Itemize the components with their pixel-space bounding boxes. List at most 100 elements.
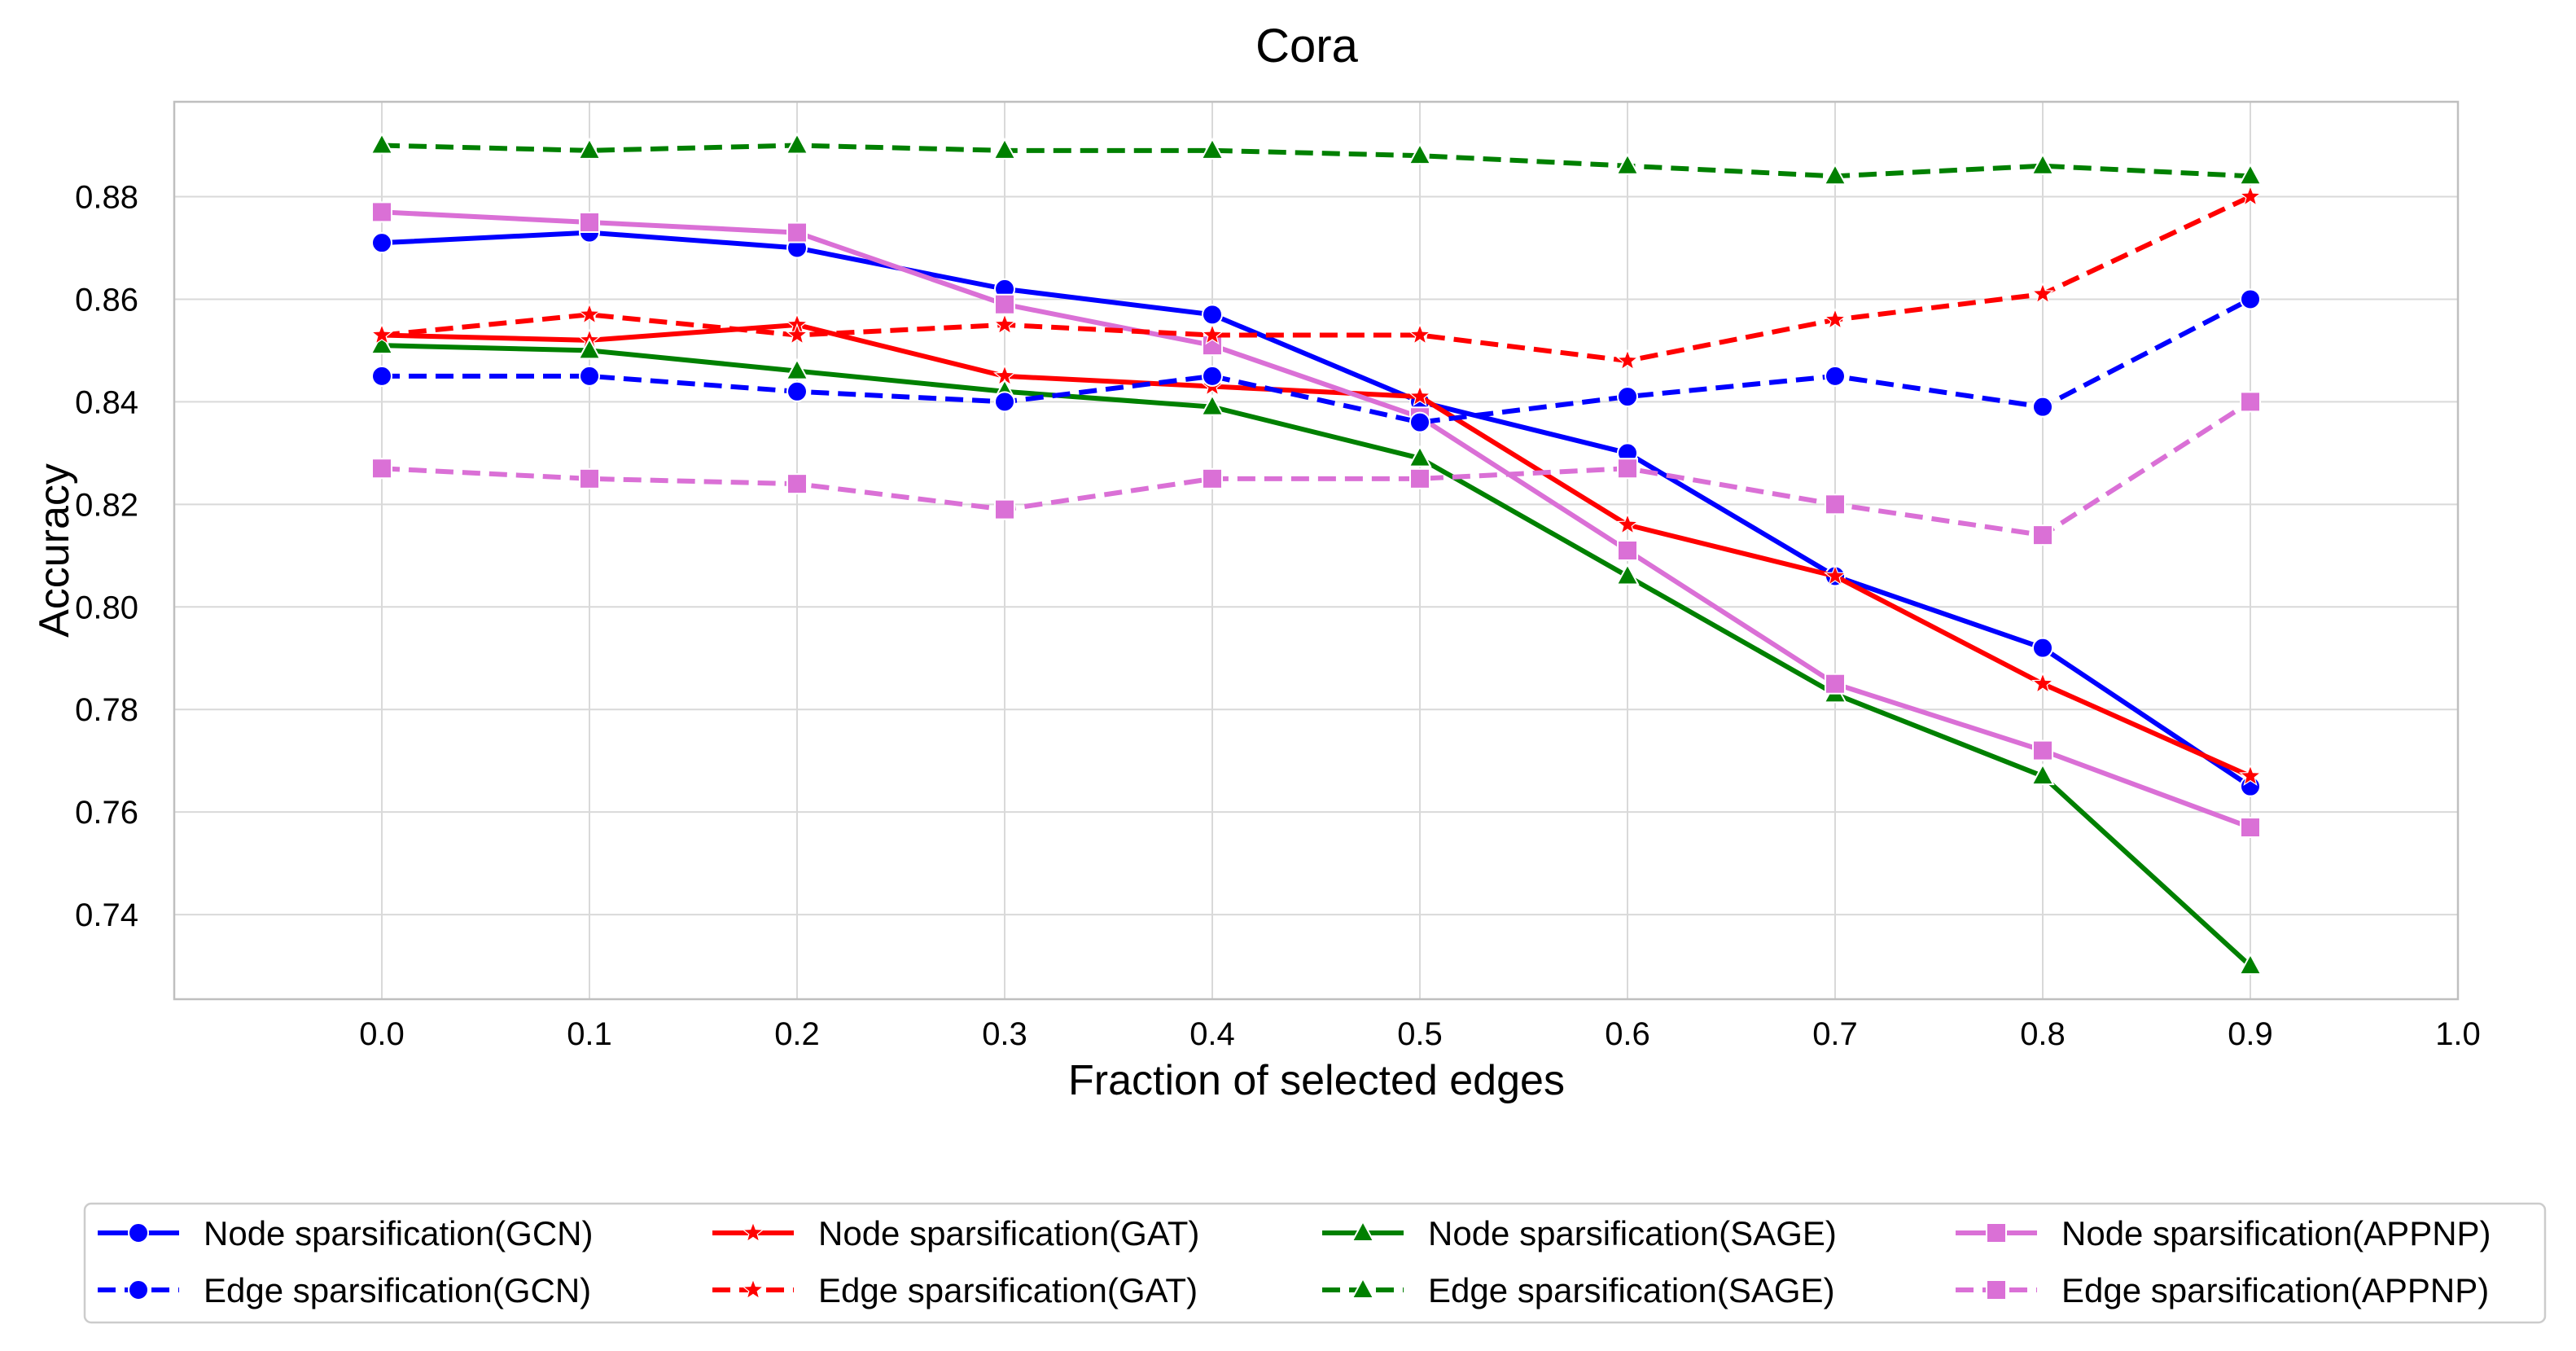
- data-point-edge-sparsification-gat: [1616, 349, 1639, 371]
- y-tick-label: 0.74: [75, 897, 138, 933]
- series-line-node-sparsification-sage: [381, 343, 2253, 968]
- data-point-edge-sparsification-gcn: [786, 380, 808, 402]
- data-point-node-sparsification-appnp: [2032, 739, 2053, 761]
- x-tick-label: 0.6: [1605, 1016, 1650, 1052]
- x-tick-label: 0.8: [2020, 1016, 2066, 1052]
- tick-labels: 0.0 0.1 0.2 0.3 0.4 0.5 0.6 0.7 0.8 0.9 1.0 0.74 0.7…: [75, 179, 2481, 1052]
- x-tick-label: 0.7: [1812, 1016, 1858, 1052]
- series-line-edge-sparsification-gat: [381, 194, 2252, 364]
- data-point-edge-sparsification-appnp: [1825, 493, 1846, 515]
- data-point-edge-sparsification-gcn: [1409, 411, 1430, 433]
- data-point-edge-sparsification-sage: [370, 132, 394, 155]
- data-point-edge-sparsification-sage: [1823, 163, 1847, 186]
- legend-item-node-sparsification-gcn: Node sparsification(GCN): [98, 1214, 594, 1252]
- legend-frame: [83, 1202, 2547, 1324]
- legend-item-node-sparsification-sage: Node sparsification(SAGE): [1322, 1214, 1837, 1252]
- x-axis-label: Fraction of selected edges: [1068, 1057, 1565, 1104]
- data-point-edge-sparsification-gcn: [994, 391, 1015, 413]
- legend-marker: [742, 1221, 764, 1243]
- x-tick-label: 0.0: [359, 1016, 405, 1052]
- data-point-node-sparsification-gat: [2239, 764, 2262, 786]
- data-point-node-sparsification-sage: [785, 357, 809, 380]
- data-point-node-sparsification-appnp: [371, 201, 392, 223]
- data-point-node-sparsification-gcn: [371, 232, 392, 254]
- data-point-node-sparsification-gcn: [2032, 637, 2053, 659]
- data-point-edge-sparsification-appnp: [579, 467, 600, 489]
- data-point-edge-sparsification-gat: [1824, 307, 1847, 330]
- data-point-edge-sparsification-sage: [1615, 152, 1640, 175]
- series-line-node-sparsification-appnp: [381, 209, 2252, 830]
- y-axis-label: Accuracy: [31, 463, 78, 638]
- legend-label: Node sparsification(GCN): [204, 1214, 594, 1252]
- plot-frame: [173, 100, 2460, 1001]
- legend-item-edge-sparsification-appnp: Edge sparsification(APPNP): [1956, 1271, 2489, 1309]
- legend-marker: [1986, 1222, 2007, 1244]
- data-point-node-sparsification-appnp: [786, 222, 808, 243]
- data-point-edge-sparsification-gcn: [2240, 288, 2261, 310]
- chart-title: Cora: [1255, 20, 1358, 72]
- data-point-edge-sparsification-appnp: [371, 458, 392, 480]
- data-point-edge-sparsification-sage: [577, 137, 602, 160]
- data-point-edge-sparsification-gat: [578, 302, 601, 325]
- data-point-node-sparsification-appnp: [2240, 817, 2261, 839]
- data-point-edge-sparsification-gcn: [371, 365, 392, 387]
- legend-item-edge-sparsification-gat: Edge sparsification(GAT): [712, 1271, 1198, 1309]
- series-layer: [370, 132, 2263, 976]
- data-point-edge-sparsification-gat: [993, 313, 1016, 335]
- x-tick-label: 0.1: [567, 1016, 612, 1052]
- series-line-edge-sparsification-appnp: [381, 399, 2252, 538]
- data-point-node-sparsification-appnp: [1617, 540, 1638, 561]
- series-edge-sparsification-appnp: [371, 391, 2261, 546]
- legend-label: Edge sparsification(GAT): [818, 1271, 1198, 1309]
- data-point-edge-sparsification-gat: [1201, 322, 1224, 345]
- data-point-node-sparsification-gat: [1408, 384, 1431, 406]
- y-tick-label: 0.76: [75, 795, 138, 831]
- data-point-edge-sparsification-sage: [785, 132, 809, 155]
- y-tick-label: 0.88: [75, 179, 138, 215]
- series-line-node-sparsification-gcn: [381, 230, 2252, 789]
- series-edge-sparsification-sage: [370, 132, 2263, 186]
- legend-label: Node sparsification(GAT): [818, 1214, 1199, 1252]
- data-point-node-sparsification-appnp: [1825, 673, 1846, 695]
- data-point-edge-sparsification-sage: [1200, 137, 1224, 160]
- series-line-node-sparsification-gat: [381, 322, 2252, 779]
- legend-label: Node sparsification(SAGE): [1428, 1214, 1837, 1252]
- data-point-edge-sparsification-gat: [2239, 184, 2262, 207]
- data-point-node-sparsification-sage: [1615, 563, 1640, 586]
- data-point-node-sparsification-sage: [577, 337, 602, 360]
- legend-label: Edge sparsification(GCN): [204, 1271, 591, 1309]
- legend: Node sparsification(GCN) Node sparsificat…: [83, 1202, 2547, 1324]
- x-tick-label: 0.4: [1189, 1016, 1235, 1052]
- series-edge-sparsification-gat: [370, 184, 2262, 371]
- x-tick-label: 0.2: [774, 1016, 820, 1052]
- data-point-edge-sparsification-sage: [2238, 163, 2263, 186]
- data-point-node-sparsification-gat: [1616, 512, 1639, 535]
- legend-marker: [128, 1222, 149, 1244]
- legend-label: Edge sparsification(SAGE): [1428, 1271, 1835, 1309]
- data-point-node-sparsification-gat: [2031, 672, 2054, 694]
- y-tick-label: 0.84: [75, 384, 138, 420]
- data-point-edge-sparsification-appnp: [2240, 391, 2261, 413]
- data-point-edge-sparsification-gat: [786, 322, 808, 345]
- data-point-edge-sparsification-gcn: [1617, 386, 1638, 408]
- data-point-edge-sparsification-sage: [992, 137, 1017, 160]
- data-point-node-sparsification-appnp: [1202, 335, 1223, 357]
- y-tick-label: 0.86: [75, 282, 138, 318]
- legend-item-edge-sparsification-sage: Edge sparsification(SAGE): [1322, 1271, 1835, 1309]
- data-point-edge-sparsification-gcn: [1202, 365, 1223, 387]
- data-point-node-sparsification-appnp: [579, 211, 600, 233]
- data-point-edge-sparsification-appnp: [1409, 467, 1430, 489]
- data-point-node-sparsification-appnp: [994, 293, 1015, 315]
- series-edge-sparsification-gcn: [371, 288, 2261, 433]
- data-point-edge-sparsification-appnp: [786, 473, 808, 495]
- series-line-edge-sparsification-sage: [381, 143, 2251, 179]
- legend-item-edge-sparsification-gcn: Edge sparsification(GCN): [98, 1271, 591, 1309]
- data-point-node-sparsification-gcn: [1202, 304, 1223, 326]
- data-point-node-sparsification-sage: [1408, 445, 1432, 467]
- legend-marker: [128, 1279, 149, 1301]
- data-point-edge-sparsification-gat: [2031, 282, 2054, 305]
- data-point-node-sparsification-gat: [1824, 564, 1847, 586]
- legend-item-node-sparsification-appnp: Node sparsification(APPNP): [1956, 1214, 2491, 1252]
